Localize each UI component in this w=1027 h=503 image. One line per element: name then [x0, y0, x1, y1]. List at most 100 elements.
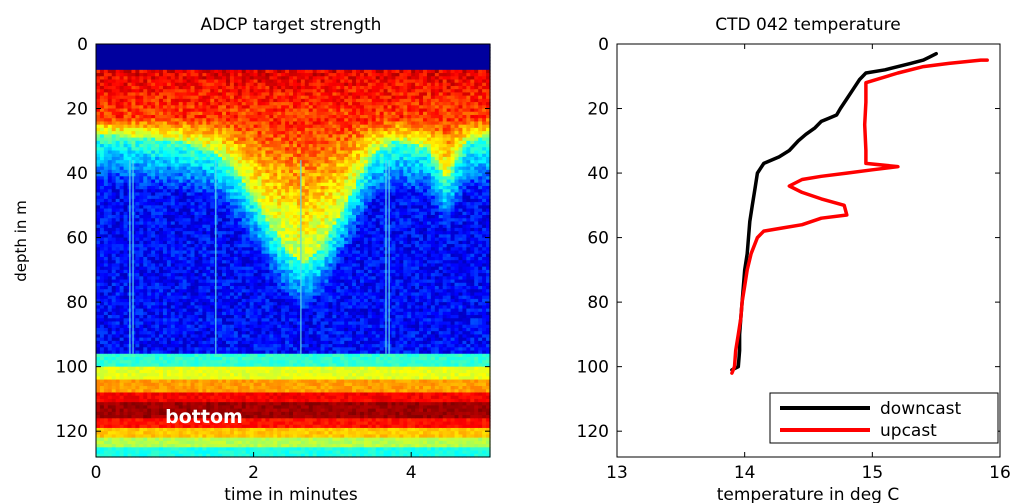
heatmap-cell — [159, 415, 164, 419]
heatmap-cell — [119, 450, 125, 455]
heatmap-cell — [166, 434, 172, 439]
heatmap-cell — [103, 431, 109, 436]
heatmap-cell — [115, 392, 121, 397]
heatmap-cell — [202, 114, 207, 119]
heatmap-cell — [174, 353, 180, 358]
heatmap-cell — [127, 69, 133, 74]
heatmap-cell — [103, 237, 109, 242]
heatmap-cell — [159, 402, 164, 406]
heatmap-cell — [123, 263, 129, 268]
heatmap-cell — [139, 144, 144, 148]
heatmap-cell — [147, 453, 152, 458]
heatmap-cell — [99, 331, 105, 335]
heatmap-cell — [166, 118, 172, 123]
heatmap-cell — [218, 124, 223, 129]
heatmap-cell — [198, 405, 203, 410]
heatmap-cell — [135, 169, 140, 174]
heatmap-cell — [170, 215, 176, 219]
heatmap-cell — [127, 53, 133, 58]
heatmap-cell — [210, 431, 215, 436]
heatmap-cell — [182, 98, 188, 103]
heatmap-cell — [107, 289, 113, 294]
heatmap-cell — [182, 347, 188, 352]
heatmap-cell — [198, 266, 203, 271]
heatmap-cell — [107, 144, 113, 148]
heatmap-cell — [194, 437, 200, 442]
heatmap-cell — [194, 447, 200, 452]
heatmap-cell — [159, 111, 164, 116]
heatmap-cell — [99, 395, 105, 400]
heatmap-cell — [218, 431, 223, 436]
heatmap-cell — [123, 221, 129, 226]
heatmap-cell — [115, 118, 121, 123]
heatmap-cell — [96, 95, 101, 100]
heatmap-cell — [147, 331, 152, 335]
heatmap-cell — [155, 53, 160, 58]
heatmap-cell — [103, 105, 109, 110]
heatmap-cell — [162, 350, 168, 355]
heatmap-cell — [162, 344, 168, 348]
heatmap-cell — [131, 386, 136, 390]
heatmap-cell — [103, 356, 109, 361]
heatmap-cell — [115, 208, 121, 213]
heatmap-cell — [174, 427, 180, 432]
heatmap-cell — [107, 321, 113, 326]
heatmap-cell — [170, 263, 176, 268]
heatmap-cell — [186, 121, 192, 126]
heatmap-cell — [139, 379, 144, 384]
heatmap-cell — [115, 282, 121, 287]
heatmap-cell — [194, 50, 200, 55]
heatmap-cell — [115, 360, 121, 365]
heatmap-cell — [103, 240, 109, 245]
heatmap-cell — [151, 337, 156, 342]
heatmap-cell — [135, 60, 140, 64]
heatmap-cell — [182, 56, 188, 61]
heatmap-cell — [96, 85, 101, 90]
heatmap-cell — [96, 202, 101, 206]
heatmap-cell — [210, 185, 215, 190]
heatmap-cell — [182, 79, 188, 84]
heatmap-cell — [210, 244, 215, 248]
heatmap-cell — [99, 134, 105, 139]
heatmap-cell — [96, 182, 101, 187]
heatmap-cell — [162, 185, 168, 190]
heatmap-cell — [178, 69, 184, 74]
heatmap-cell — [103, 169, 109, 174]
heatmap-cell — [155, 382, 160, 387]
heatmap-cell — [111, 427, 117, 432]
heatmap-cell — [178, 179, 184, 184]
heatmap-cell — [99, 234, 105, 239]
heatmap-cell — [107, 389, 113, 394]
heatmap-cell — [186, 205, 192, 210]
heatmap-cell — [202, 369, 207, 374]
heatmap-cell — [135, 66, 140, 71]
heatmap-cell — [190, 289, 196, 294]
heatmap-cell — [162, 247, 168, 252]
heatmap-cell — [222, 69, 227, 74]
heatmap-cell — [182, 331, 188, 335]
heatmap-cell — [107, 92, 113, 97]
heatmap-cell — [139, 298, 144, 303]
heatmap-cell — [135, 295, 140, 300]
heatmap-cell — [202, 315, 207, 319]
heatmap-cell — [186, 140, 192, 145]
heatmap-cell — [190, 69, 196, 74]
heatmap-cell — [198, 118, 203, 123]
heatmap-cell — [131, 402, 136, 406]
heatmap-cell — [186, 211, 192, 216]
heatmap-cell — [178, 308, 184, 313]
heatmap-cell — [206, 240, 211, 245]
heatmap-cell — [123, 47, 129, 52]
heatmap-cell — [115, 331, 121, 335]
heatmap-cell — [186, 153, 192, 158]
heatmap-cell — [123, 66, 129, 71]
heatmap-cell — [123, 395, 129, 400]
heatmap-cell — [99, 347, 105, 352]
heatmap-cell — [182, 421, 188, 426]
heatmap-cell — [159, 256, 164, 261]
heatmap-cell — [170, 282, 176, 287]
heatmap-cell — [182, 269, 188, 274]
heatmap-cell — [119, 256, 125, 261]
heatmap-cell — [186, 156, 192, 161]
heatmap-cell — [131, 50, 136, 55]
